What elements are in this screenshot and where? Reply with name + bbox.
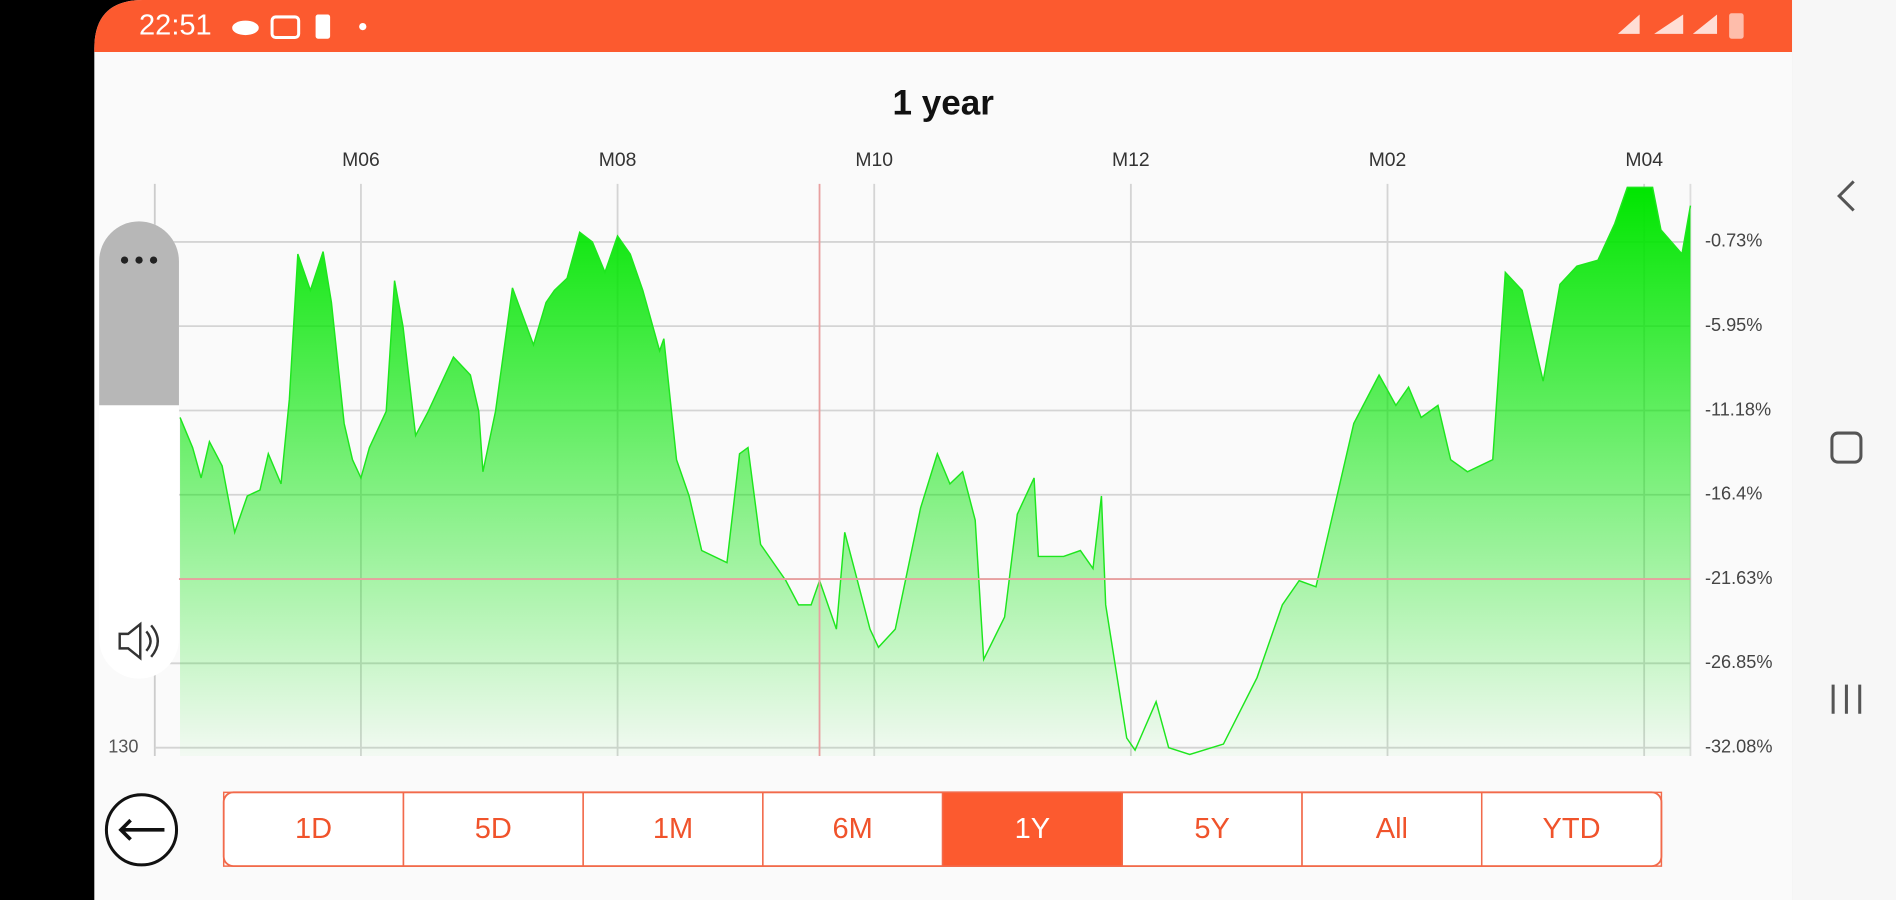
status-icons: [232, 13, 1744, 40]
y-tick-label: -5.95%: [1705, 315, 1762, 335]
range-button-label[interactable]: YTD: [1543, 813, 1601, 845]
more-icon[interactable]: [120, 256, 158, 264]
range-button[interactable]: [941, 791, 1123, 867]
x-tick-label: M12: [1112, 149, 1150, 171]
range-button[interactable]: [1480, 791, 1663, 867]
cloud-icon: [232, 20, 259, 36]
range-button-label[interactable]: 1Y: [1015, 813, 1050, 845]
dot-icon: [359, 22, 367, 31]
status-bar: [94, 0, 1793, 53]
chart-title: 1 year: [892, 84, 994, 123]
left-axis-label: 130: [108, 736, 138, 756]
nav-home[interactable]: [1830, 431, 1863, 464]
y-tick-label: -21.63%: [1705, 568, 1773, 588]
volume-panel: [99, 221, 179, 679]
status-time: 22:51: [139, 9, 212, 41]
y-tick-label: -0.73%: [1705, 231, 1762, 251]
x-tick-label: M02: [1369, 149, 1407, 171]
back-button[interactable]: [104, 793, 179, 867]
range-buttons: 1D 5D 1M 6M 1Y 5Y All YTD: [222, 791, 1663, 868]
y-tick-label: -26.85%: [1705, 652, 1773, 672]
nav-back[interactable]: [1837, 180, 1855, 212]
range-button-label[interactable]: 1M: [653, 813, 693, 845]
plot: -0.73% -5.95% -11.18% -16.4% -21.63% -26.85% -…: [153, 149, 1773, 757]
x-tick-label: M10: [855, 149, 893, 171]
y-tick-label: -11.18%: [1705, 399, 1771, 419]
area-fill: [180, 187, 1691, 757]
x-tick-label: M06: [342, 149, 380, 171]
y-tick-label: -16.4%: [1705, 484, 1762, 504]
volume-level[interactable]: [99, 221, 179, 406]
range-button-label[interactable]: 6M: [833, 813, 873, 845]
calendar-icon: [270, 15, 301, 40]
battery-icon: [315, 14, 331, 39]
range-button-label[interactable]: All: [1376, 813, 1408, 845]
x-tick-label: M04: [1625, 149, 1663, 171]
area-line: [179, 186, 1692, 756]
back-arrow[interactable]: [118, 818, 165, 841]
y-tick-label: -32.08%: [1705, 736, 1773, 756]
speaker-icon[interactable]: [118, 621, 160, 661]
battery-level: [1729, 13, 1744, 39]
range-button-label[interactable]: 5D: [475, 813, 512, 845]
range-button-label[interactable]: 1D: [295, 813, 332, 845]
x-tick-label: M08: [599, 149, 637, 171]
range-button-label[interactable]: 5Y: [1194, 813, 1229, 845]
nav-bar: [1792, 0, 1896, 900]
nav-recents[interactable]: [1831, 684, 1862, 714]
signal-icons: [1617, 14, 1718, 34]
